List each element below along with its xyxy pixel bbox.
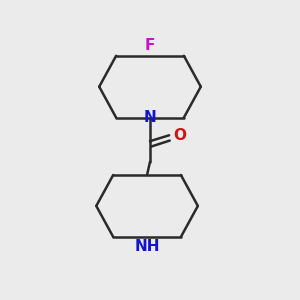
Text: N: N <box>144 110 156 125</box>
Text: O: O <box>174 128 187 143</box>
Text: F: F <box>145 38 155 53</box>
Text: NH: NH <box>134 239 160 254</box>
